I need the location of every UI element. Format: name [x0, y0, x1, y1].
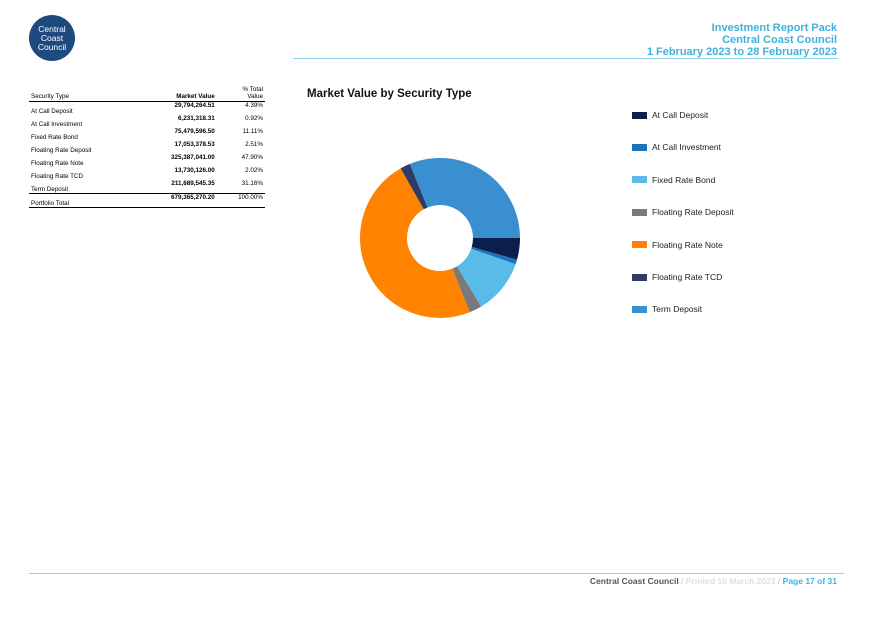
row-type: Floating Rate TCD [31, 173, 84, 180]
col-pct-line1: % Total [242, 86, 263, 93]
logo-line-3: Council [37, 41, 67, 52]
legend-item-fixed-rate-bond: Fixed Rate Bond [632, 173, 715, 187]
legend-label: Term Deposit [652, 304, 703, 315]
table-row: At Call Deposit 29,794,264.51 4.39% [29, 102, 265, 115]
legend-label: Floating Rate Deposit [652, 207, 734, 218]
col-pct-total: % Total Value [216, 86, 265, 102]
row-pct: 2.02% [245, 167, 263, 174]
table-row: Floating Rate Deposit 17,053,378.53 2.51… [29, 141, 265, 154]
col-market-value: Market Value [136, 86, 217, 102]
report-organisation: Central Coast Council [722, 34, 837, 46]
legend-item-floating-rate-deposit: Floating Rate Deposit [632, 205, 734, 219]
slice-at-call-investment [471, 246, 517, 265]
row-value: 13,730,126.00 [174, 167, 215, 174]
total-pct: 100.00% [216, 193, 265, 208]
row-pct: 4.39% [245, 102, 263, 109]
logo-line-1: Central [38, 23, 66, 34]
footer-separator: / [775, 576, 783, 586]
row-type: Fixed Rate Bond [31, 134, 78, 141]
footer-org: Central Coast Council [589, 576, 679, 586]
row-pct: 47.90% [241, 154, 263, 161]
slice-floating-rate-tcd [400, 163, 428, 210]
total-label: Portfolio Total [29, 193, 137, 208]
legend-item-at-call-investment: At Call Investment [632, 140, 721, 154]
col-pct-line2: Value [247, 93, 263, 100]
legend-swatch [632, 273, 647, 281]
chart-title: Market Value by Security Type [307, 88, 472, 100]
legend-swatch [632, 111, 647, 119]
legend-label: At Call Investment [652, 142, 721, 153]
row-type: Floating Rate Note [31, 160, 84, 167]
row-pct: 0.92% [245, 115, 263, 122]
table-row: Term Deposit 211,689,545.35 31.16% [29, 180, 265, 194]
donut-chart [359, 158, 520, 319]
report-header: Investment Report Pack Central Coast Cou… [647, 22, 837, 58]
logo-line-2: Coast [40, 32, 64, 43]
footer-printed-date: Printed 10 March 2023 [685, 576, 776, 586]
footer-separator: / [678, 576, 686, 586]
legend-swatch [632, 208, 647, 216]
legend-swatch [632, 143, 647, 151]
report-period: 1 February 2023 to 28 February 2023 [646, 46, 837, 58]
col-security-type: Security Type [29, 86, 137, 102]
table-header-row: Security Type Market Value % Total Value [29, 86, 265, 102]
row-pct: 11.11% [242, 128, 263, 135]
row-type: At Call Deposit [31, 108, 73, 115]
legend-label: Floating Rate Note [652, 239, 723, 250]
legend-item-floating-rate-tcd: Floating Rate TCD [632, 270, 722, 284]
table-row: At Call Investment 6,231,318.31 0.92% [29, 115, 265, 128]
page-footer: Central Coast Council / Printed 10 March… [590, 576, 837, 586]
row-value: 29,794,264.51 [174, 102, 215, 109]
row-type: At Call Investment [31, 121, 83, 128]
legend-label: Fixed Rate Bond [652, 174, 716, 185]
legend-swatch [632, 241, 647, 249]
row-value: 17,053,378.53 [174, 141, 215, 148]
slice-term-deposit [409, 158, 520, 238]
legend-item-term-deposit: Term Deposit [632, 302, 702, 316]
row-value: 325,387,041.00 [170, 154, 215, 161]
total-value: 679,365,270.20 [136, 193, 217, 208]
row-value: 75,479,596.50 [174, 128, 215, 135]
footer-divider [29, 573, 844, 574]
row-type: Floating Rate Deposit [31, 147, 92, 154]
slice-floating-rate-note [359, 168, 470, 319]
legend-swatch [632, 305, 647, 313]
legend-item-floating-rate-note: Floating Rate Note [632, 238, 723, 252]
slice-fixed-rate-bond [456, 248, 516, 307]
table-row: Floating Rate Note 325,387,041.00 47.90% [29, 154, 265, 167]
header-divider [293, 58, 838, 59]
footer-page-number: Page 17 of 31 [782, 576, 837, 586]
row-type: Term Deposit [29, 180, 137, 194]
report-title: Investment Report Pack [711, 22, 837, 34]
legend-label: At Call Deposit [652, 110, 709, 120]
legend-item-at-call-deposit: At Call Deposit [632, 108, 708, 122]
legend-label: Floating Rate TCD [652, 272, 723, 282]
council-logo: Central Coast Council [29, 15, 75, 61]
table-total-row: Portfolio Total 679,365,270.20 100.00% [29, 193, 265, 208]
table-row: Floating Rate TCD 13,730,126.00 2.02% [29, 167, 265, 180]
row-pct: 31.16% [216, 180, 265, 194]
slice-floating-rate-deposit [452, 266, 482, 313]
legend-swatch [632, 176, 647, 184]
row-pct: 2.51% [245, 141, 263, 148]
row-value: 211,689,545.35 [136, 180, 217, 194]
slice-at-call-deposit [471, 238, 520, 260]
security-type-table: Security Type Market Value % Total Value… [29, 86, 265, 208]
table-row: Fixed Rate Bond 75,479,596.50 11.11% [29, 128, 265, 141]
row-value: 6,231,318.31 [177, 115, 215, 122]
